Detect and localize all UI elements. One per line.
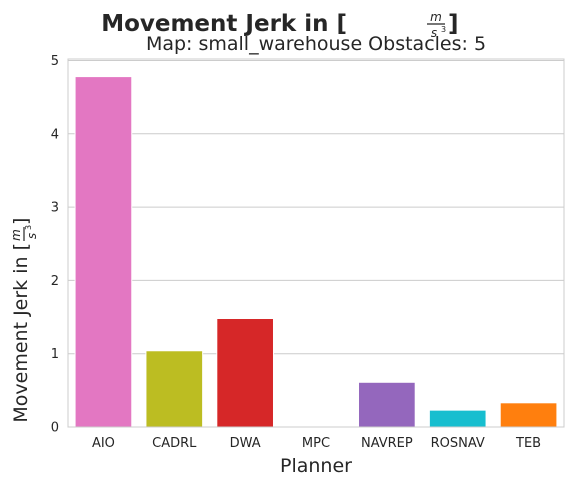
y-axis-label-prefix: Movement Jerk in [ bbox=[10, 243, 32, 423]
y-tick-label: 5 bbox=[51, 54, 59, 69]
x-tick-label: TEB bbox=[515, 436, 541, 451]
x-tick-label: MPC bbox=[302, 436, 330, 451]
chart-title-unit-numerator: m bbox=[430, 10, 442, 24]
chart-title-unit-exponent: 3 bbox=[441, 25, 446, 34]
x-tick-label: NAVREP bbox=[361, 436, 413, 451]
x-tick-label: DWA bbox=[230, 436, 261, 451]
bar-cadrl bbox=[145, 350, 204, 428]
x-tick-label: CADRL bbox=[152, 436, 197, 451]
y-axis-label: Movement Jerk in [ m s 3 ] bbox=[9, 218, 39, 423]
y-axis-unit-exponent: 3 bbox=[24, 225, 33, 230]
plot-frame bbox=[67, 58, 565, 428]
chart-title-suffix: ] bbox=[448, 11, 459, 37]
bar-aio bbox=[74, 76, 133, 428]
x-tick-label: AIO bbox=[92, 436, 115, 451]
grid-lines bbox=[68, 59, 564, 428]
x-tick-label: ROSNAV bbox=[431, 436, 485, 451]
chart-title-unit-denominator: s bbox=[431, 26, 437, 40]
chart-subtitle: Map: small_warehouse Obstacles: 5 bbox=[146, 33, 486, 55]
y-tick-label: 2 bbox=[51, 274, 59, 289]
y-axis-unit-denominator: s bbox=[25, 233, 39, 239]
y-axis-unit-numerator: m bbox=[9, 229, 23, 241]
y-axis-label-suffix: ] bbox=[10, 218, 32, 225]
x-tick-labels: AIO CADRL DWA MPC NAVREP ROSNAV TEB bbox=[92, 436, 541, 451]
y-tick-labels: 0 1 2 3 4 5 bbox=[51, 54, 59, 436]
x-axis-label: Planner bbox=[280, 455, 352, 477]
y-tick-label: 3 bbox=[51, 201, 59, 216]
chart-title-prefix: Movement Jerk in [ bbox=[101, 11, 347, 37]
bar-dwa bbox=[216, 318, 274, 428]
y-tick-label: 1 bbox=[51, 347, 59, 362]
chart-title: Movement Jerk in [ m s 3 ] bbox=[101, 10, 458, 40]
bar-teb bbox=[499, 402, 558, 428]
y-tick-label: 0 bbox=[51, 421, 59, 436]
bars bbox=[74, 76, 558, 428]
y-tick-label: 4 bbox=[51, 127, 59, 142]
bar-navrep bbox=[358, 381, 416, 428]
bar-rosnav bbox=[428, 409, 487, 428]
